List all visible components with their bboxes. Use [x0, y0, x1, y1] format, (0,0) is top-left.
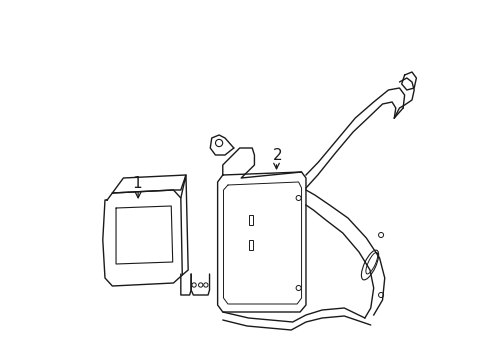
Bar — [248, 215, 252, 225]
Text: 1: 1 — [132, 175, 141, 190]
Bar — [248, 240, 252, 251]
Text: 2: 2 — [273, 148, 282, 162]
